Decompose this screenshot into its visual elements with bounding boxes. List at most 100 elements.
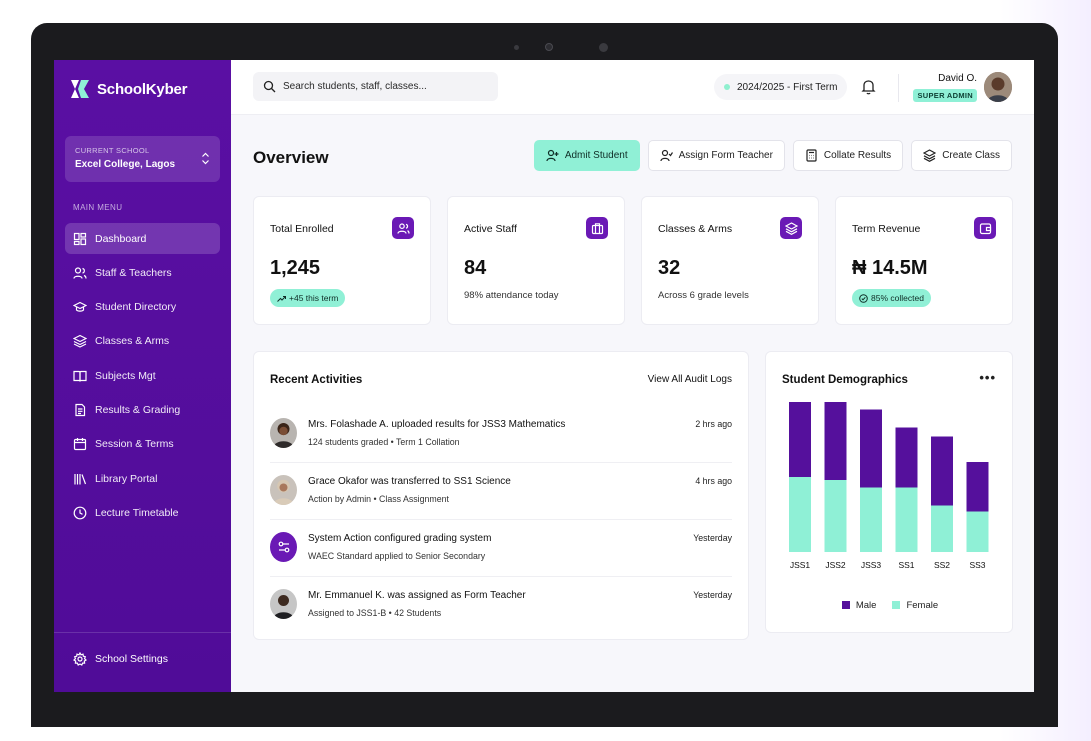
sidebar-item-results[interactable]: Results & Grading [65, 394, 220, 425]
activity-title: Mr. Emmanuel K. was assigned as Form Tea… [308, 590, 526, 601]
search-bar[interactable] [253, 72, 498, 101]
trend-badge: +45 this term [270, 289, 346, 307]
system-avatar [270, 532, 297, 562]
activity-title: Mrs. Folashade A. uploaded results for J… [308, 419, 566, 430]
collected-badge: 85% collected [852, 289, 931, 307]
bar-female-jss1[interactable] [789, 477, 811, 552]
activity-time: Yesterday [693, 533, 732, 543]
stat-icon-box [780, 217, 802, 239]
legend-label: Female [906, 600, 939, 611]
sidebar-item-classes[interactable]: Classes & Arms [65, 326, 220, 357]
sidebar-item-label: Library Portal [95, 472, 158, 485]
sidebar-item-staff[interactable]: Staff & Teachers [65, 257, 220, 288]
layers-icon [923, 149, 937, 162]
activity-title: Grace Okafor was transferred to SS1 Scie… [308, 476, 511, 487]
avatar [270, 475, 297, 505]
school-selector[interactable]: CURRENT SCHOOL Excel College, Lagos [65, 136, 220, 182]
avatar [270, 418, 297, 448]
x-tick-label: JSS3 [861, 560, 882, 570]
legend-swatch-female [892, 601, 901, 609]
action-bar: Admit Student Assign Form Teacher Collat… [533, 140, 1012, 171]
school-caption: CURRENT SCHOOL [75, 146, 150, 155]
bar-male-ss2[interactable] [931, 436, 953, 506]
app-screen: SchoolKyber CURRENT SCHOOL Excel College… [54, 60, 1034, 692]
sidebar-item-label: Student Directory [95, 301, 177, 314]
sidebar-item-subjects[interactable]: Subjects Mgt [65, 360, 220, 391]
calculator-icon [806, 149, 817, 162]
bar-female-ss1[interactable] [895, 487, 918, 553]
activity-subtitle: Assigned to JSS1-B • 42 Students [308, 608, 442, 618]
activity-time: 4 hrs ago [695, 476, 732, 486]
sidebar-item-label: Subjects Mgt [95, 369, 156, 382]
school-name: Excel College, Lagos [75, 159, 176, 170]
legend-swatch-male [841, 601, 850, 609]
document-icon [75, 403, 86, 417]
activity-title: System Action configured grading system [308, 533, 492, 544]
create-class-button[interactable]: Create Class [911, 140, 1012, 171]
sidebar-item-sessions[interactable]: Session & Terms [65, 429, 220, 460]
graduation-cap-icon [73, 301, 87, 312]
bar-male-ss1[interactable] [895, 427, 918, 488]
stat-card-enrolled[interactable]: Total Enrolled 1,245 +45 this term [253, 196, 431, 325]
sidebar-nav: Dashboard Staff & Teachers Student Direc… [65, 223, 220, 532]
bar-female-jss2[interactable] [824, 480, 847, 552]
user-check-icon [660, 149, 673, 162]
admit-student-button[interactable]: Admit Student [533, 140, 640, 171]
list-item[interactable]: Mr. Emmanuel K. was assigned as Form Tea… [270, 577, 732, 634]
laptop-frame: SchoolKyber CURRENT SCHOOL Excel College… [31, 23, 1058, 727]
sidebar-item-timetable[interactable]: Lecture Timetable [65, 497, 220, 528]
top-header: 2024/2025 - First Term David O. SUPER AD… [231, 60, 1034, 115]
stat-label: Classes & Arms [658, 223, 733, 235]
bar-female-ss3[interactable] [966, 511, 989, 553]
demographics-chart: JSS1 JSS2 JSS3 SS1 SS2 SS3 [789, 402, 989, 570]
stat-card-staff[interactable]: Active Staff 84 98% attendance today [447, 196, 625, 325]
sensor-dot [599, 43, 608, 52]
camera-icon [545, 43, 553, 51]
person-avatar-icon [270, 475, 297, 505]
user-avatar-icon [984, 72, 1012, 102]
sidebar-item-students[interactable]: Student Directory [65, 292, 220, 323]
user-plus-icon [546, 149, 559, 162]
list-item[interactable]: Grace Okafor was transferred to SS1 Scie… [270, 463, 732, 520]
bar-male-ss3[interactable] [966, 462, 989, 512]
chevron-updown-icon [202, 152, 209, 165]
activity-time: Yesterday [693, 590, 732, 600]
bar-male-jss1[interactable] [789, 402, 811, 477]
brand-logo[interactable]: SchoolKyber [69, 78, 188, 100]
stat-value: 32 [658, 257, 681, 279]
activity-list: Mrs. Folashade A. uploaded results for J… [270, 406, 732, 634]
collate-results-button[interactable]: Collate Results [792, 140, 904, 171]
create-class-label: Create Class [942, 150, 1000, 161]
stat-card-classes[interactable]: Classes & Arms 32 Across 6 grade levels [641, 196, 819, 325]
bell-icon[interactable] [860, 78, 877, 95]
check-circle-icon [859, 293, 868, 303]
sidebar-item-library[interactable]: Library Portal [65, 463, 220, 494]
sidebar-item-label: Staff & Teachers [95, 266, 172, 279]
bar-male-jss3[interactable] [860, 409, 882, 488]
list-item[interactable]: System Action configured grading system … [270, 520, 732, 577]
bar-female-ss2[interactable] [931, 505, 953, 553]
trend-up-icon [277, 295, 286, 302]
term-selector[interactable]: 2024/2025 - First Term [714, 74, 848, 100]
search-input[interactable] [283, 81, 483, 92]
calendar-icon [73, 438, 87, 451]
stat-card-revenue[interactable]: Term Revenue ₦ 14.5M 85% collected [835, 196, 1013, 325]
x-tick-label: SS1 [898, 560, 914, 570]
view-all-audit-logs-link[interactable]: View All Audit Logs [647, 374, 732, 385]
gear-icon [73, 652, 87, 666]
sidebar-item-dashboard[interactable]: Dashboard [65, 223, 220, 254]
assign-form-teacher-button[interactable]: Assign Form Teacher [647, 140, 785, 171]
legend-item-female: Female [892, 600, 938, 611]
more-options-icon[interactable]: ••• [979, 370, 996, 385]
bar-male-jss2[interactable] [824, 402, 847, 480]
card-title: Student Demographics [782, 374, 908, 386]
sidebar-item-settings[interactable]: School Settings [73, 652, 168, 666]
admit-student-label: Admit Student [564, 150, 628, 161]
search-icon [263, 80, 276, 93]
page-title: Overview [253, 148, 329, 167]
avatar[interactable] [984, 72, 1012, 102]
bar-female-jss3[interactable] [860, 487, 882, 553]
list-item[interactable]: Mrs. Folashade A. uploaded results for J… [270, 406, 732, 463]
dashboard-icon [73, 232, 87, 245]
sidebar-item-label: Session & Terms [95, 438, 174, 451]
